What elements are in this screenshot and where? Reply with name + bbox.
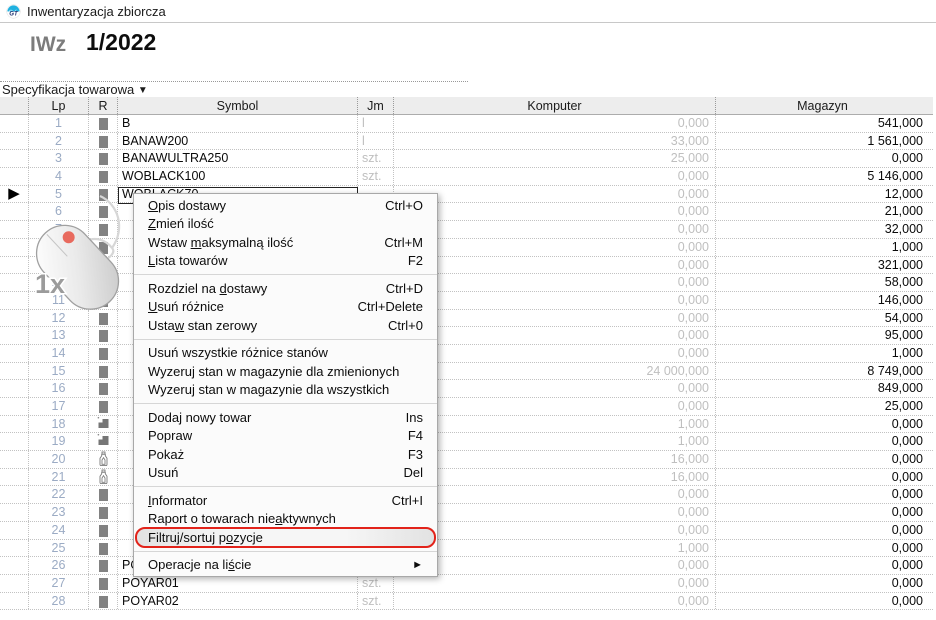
svg-text:GT: GT [9,10,19,17]
svg-text:1x: 1x [35,269,65,299]
